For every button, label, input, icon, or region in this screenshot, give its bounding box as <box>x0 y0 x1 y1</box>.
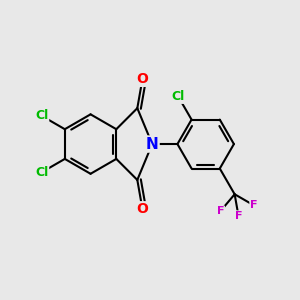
Text: F: F <box>250 200 258 210</box>
Text: F: F <box>217 206 224 216</box>
Text: F: F <box>235 211 242 221</box>
Text: N: N <box>146 136 158 152</box>
Text: O: O <box>136 202 148 216</box>
Text: Cl: Cl <box>35 109 48 122</box>
Text: O: O <box>136 72 148 86</box>
Text: Cl: Cl <box>35 166 48 179</box>
Text: Cl: Cl <box>172 90 185 103</box>
